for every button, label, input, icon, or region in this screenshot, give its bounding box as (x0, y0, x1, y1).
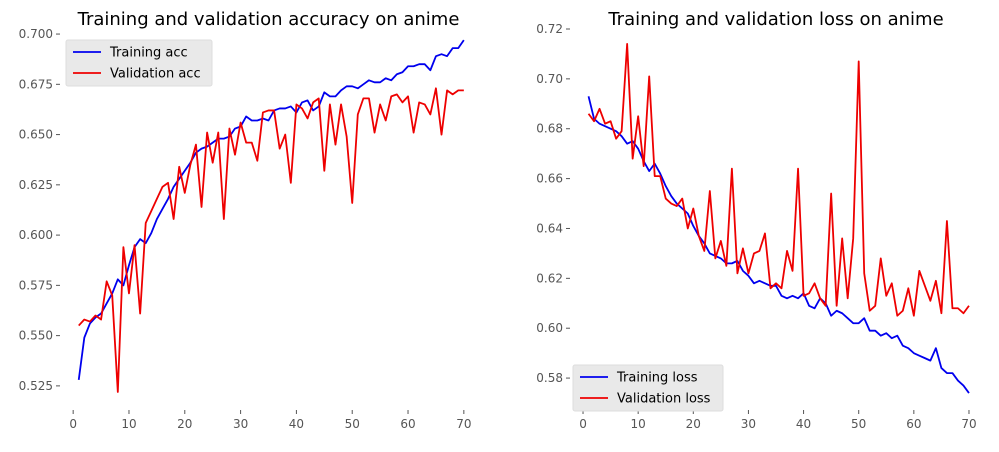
y-tick-label: 0.58 (536, 371, 563, 385)
y-tick-label: 0.550 (19, 329, 53, 343)
x-tick-label: 30 (233, 417, 248, 431)
y-tick-label: 0.70 (536, 72, 563, 86)
series-line-training-loss (587, 96, 970, 394)
x-tick-label: 20 (177, 417, 192, 431)
x-tick-label: 10 (631, 417, 646, 431)
series-line-validation-acc (78, 87, 464, 393)
legend-box (572, 364, 724, 412)
legend-label: Validation loss (617, 392, 711, 407)
x-tick-label: 10 (121, 417, 136, 431)
y-tick-label: 0.700 (19, 27, 53, 41)
accuracy-chart: Training and validation accuracy on anim… (19, 9, 472, 431)
x-tick-label: 50 (345, 417, 360, 431)
y-tick-label: 0.64 (536, 221, 563, 235)
x-tick-label: 40 (289, 417, 304, 431)
y-tick-label: 0.68 (536, 122, 563, 136)
x-tick-label: 70 (456, 417, 471, 431)
legend-label: Training acc (109, 46, 188, 61)
legend-label: Validation acc (110, 67, 201, 82)
y-tick-label: 0.625 (19, 178, 53, 192)
legend-box (65, 39, 213, 87)
y-tick-label: 0.66 (536, 172, 563, 186)
legend-label: Training loss (616, 371, 698, 386)
x-tick-label: 50 (851, 417, 866, 431)
x-tick-label: 0 (579, 417, 587, 431)
y-tick-label: 0.60 (536, 321, 563, 335)
y-tick-label: 0.675 (19, 77, 53, 91)
x-tick-label: 0 (69, 417, 77, 431)
x-tick-label: 40 (796, 417, 811, 431)
y-tick-label: 0.650 (19, 128, 53, 142)
x-tick-label: 70 (961, 417, 976, 431)
x-tick-label: 30 (741, 417, 756, 431)
y-tick-label: 0.575 (19, 278, 53, 292)
y-tick-label: 0.62 (536, 271, 563, 285)
y-tick-label: 0.525 (19, 379, 53, 393)
x-tick-label: 20 (686, 417, 701, 431)
series-line-validation-loss (587, 43, 970, 317)
loss-chart: Training and validation loss on anime 0.5… (536, 9, 976, 431)
chart-title: Training and validation loss on anime (607, 9, 943, 30)
x-tick-label: 60 (400, 417, 415, 431)
y-tick-label: 0.72 (536, 22, 563, 36)
x-tick-label: 60 (906, 417, 921, 431)
y-tick-label: 0.600 (19, 228, 53, 242)
chart-title: Training and validation accuracy on anim… (77, 9, 460, 30)
series-line-training-acc (77, 39, 465, 380)
